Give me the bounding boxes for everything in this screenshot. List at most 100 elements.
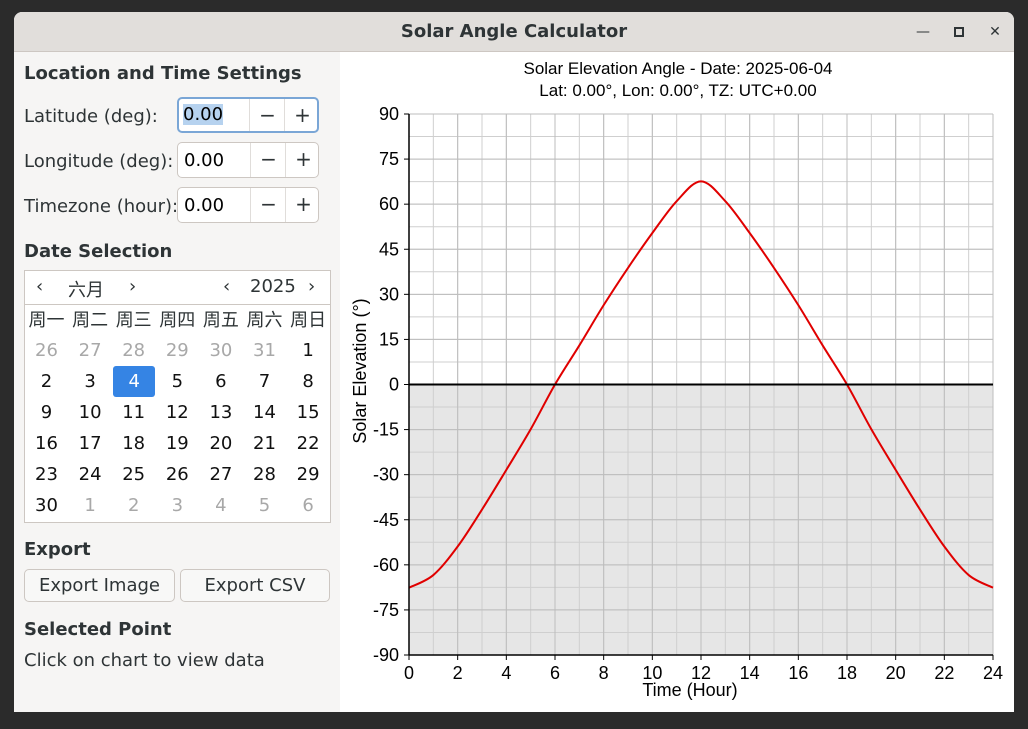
calendar-day[interactable]: 22 (296, 433, 320, 454)
calendar-day[interactable]: 18 (122, 433, 146, 454)
timezone-spinbox[interactable]: 0.00 − + (177, 187, 319, 223)
longitude-increment-button[interactable]: + (285, 143, 321, 177)
x-tick-label: 22 (934, 663, 954, 683)
longitude-label: Longitude (deg): (24, 151, 174, 172)
next-year-icon[interactable]: › (308, 276, 316, 297)
app-window: Solar Angle Calculator — ✕ Location and … (14, 12, 1014, 712)
chart-area[interactable]: 0 2 4 6 8 10 12 14 16 18 20 22 24 90 75 60 45 30 15 0 -15 -30… (340, 52, 1014, 712)
calendar-day[interactable]: 30 (209, 340, 233, 361)
calendar-day-selected[interactable]: 4 (113, 366, 156, 397)
timezone-increment-button[interactable]: + (285, 188, 321, 222)
latitude-label: Latitude (deg): (24, 106, 158, 127)
calendar-day[interactable]: 5 (258, 495, 271, 516)
calendar-day[interactable]: 2 (127, 495, 140, 516)
y-tick-label: 0 (389, 375, 399, 395)
calendar-day[interactable]: 26 (165, 464, 189, 485)
weekday-header: 周三 (115, 310, 152, 331)
prev-month-icon[interactable]: ‹ (36, 276, 44, 297)
export-csv-button[interactable]: Export CSV (180, 569, 330, 602)
calendar-day[interactable]: 27 (209, 464, 233, 485)
y-tick-label: 60 (379, 194, 399, 214)
calendar-day[interactable]: 3 (171, 495, 184, 516)
x-tick-label: 14 (740, 663, 760, 683)
export-image-button[interactable]: Export Image (24, 569, 175, 602)
weekday-header: 周日 (290, 310, 327, 331)
x-axis-label: Time (Hour) (642, 680, 737, 700)
y-tick-label: -90 (373, 645, 399, 665)
x-tick-label: 24 (983, 663, 1003, 683)
calendar-day[interactable]: 25 (122, 464, 146, 485)
calendar-day[interactable]: 27 (78, 340, 102, 361)
calendar-day[interactable]: 19 (165, 433, 189, 454)
calendar-day[interactable]: 28 (122, 340, 146, 361)
prev-year-icon[interactable]: ‹ (223, 276, 231, 297)
calendar-day[interactable]: 7 (258, 371, 271, 392)
calendar-day[interactable]: 10 (78, 402, 102, 423)
calendar-day[interactable]: 16 (35, 433, 58, 454)
y-tick-label: -30 (373, 465, 399, 485)
x-tick-label: 0 (404, 663, 414, 683)
weekday-header: 周五 (202, 310, 239, 331)
calendar-day[interactable]: 24 (78, 464, 102, 485)
calendar-day[interactable]: 4 (215, 495, 227, 516)
calendar-day[interactable]: 1 (302, 340, 314, 361)
calendar-day[interactable]: 1 (84, 495, 96, 516)
calendar-day[interactable]: 21 (253, 433, 276, 454)
calendar-day[interactable]: 3 (84, 371, 96, 392)
x-tick-label: 12 (691, 663, 711, 683)
x-tick-label: 16 (788, 663, 808, 683)
calendar-day[interactable]: 14 (253, 402, 276, 423)
calendar-day[interactable]: 30 (35, 495, 58, 516)
calendar-day[interactable]: 12 (165, 402, 189, 423)
year-label[interactable]: 2025 (250, 276, 296, 297)
date-section-title: Date Selection (24, 241, 173, 262)
calendar-day[interactable]: 9 (40, 402, 53, 423)
x-tick-label: 20 (886, 663, 906, 683)
calendar-day[interactable]: 15 (296, 402, 320, 423)
longitude-decrement-button[interactable]: − (250, 143, 286, 177)
x-tick-label: 10 (642, 663, 662, 683)
calendar-day[interactable]: 29 (296, 464, 320, 485)
calendar-day[interactable]: 8 (302, 371, 314, 392)
calendar-day[interactable]: 29 (165, 340, 189, 361)
calendar-day[interactable]: 5 (171, 371, 184, 392)
calendar-day[interactable]: 6 (302, 495, 314, 516)
y-tick-label: 15 (379, 329, 399, 349)
calendar-day[interactable]: 11 (122, 402, 146, 423)
elevation-chart[interactable]: 0 2 4 6 8 10 12 14 16 18 20 22 249075604530150-15-30… (340, 52, 1014, 712)
x-tick-label: 8 (599, 663, 609, 683)
x-tick-label: 6 (550, 663, 560, 683)
y-tick-label: -60 (373, 555, 399, 575)
latitude-decrement-button[interactable]: − (249, 99, 285, 131)
timezone-decrement-button[interactable]: − (250, 188, 286, 222)
month-label[interactable]: 六月 (68, 280, 104, 301)
latitude-spinbox[interactable]: 0.00 − + (177, 97, 319, 133)
latitude-increment-button[interactable]: + (284, 99, 320, 131)
next-month-icon[interactable]: › (129, 276, 137, 297)
calendar-day[interactable]: 2 (40, 371, 53, 392)
timezone-field[interactable]: 0.00 (184, 195, 225, 216)
calendar-day[interactable]: 13 (209, 402, 233, 423)
calendar-header: ‹ 六月 › ‹ 2025 › (25, 271, 330, 305)
calendar-day[interactable]: 31 (253, 340, 276, 361)
longitude-spinbox[interactable]: 0.00 − + (177, 142, 319, 178)
weekday-header: 周六 (246, 310, 283, 331)
window-title: Solar Angle Calculator (400, 21, 628, 42)
longitude-field[interactable]: 0.00 (184, 150, 225, 171)
elevation-series-line (408, 180, 994, 589)
calendar-day[interactable]: 23 (35, 464, 58, 485)
calendar-day[interactable]: 17 (78, 433, 102, 454)
calendar-day[interactable]: 28 (253, 464, 276, 485)
maximize-icon[interactable] (948, 21, 970, 43)
x-tick-label: 4 (501, 663, 511, 683)
close-icon[interactable]: ✕ (989, 24, 1001, 40)
latitude-field[interactable]: 0.00 (183, 104, 224, 125)
settings-panel: Location and Time Settings Latitude (deg… (14, 52, 340, 712)
y-axis-label: Solar Elevation (°) (350, 298, 370, 443)
y-tick-label: 75 (379, 149, 399, 169)
x-tick-label: 2 (453, 663, 463, 683)
calendar-day[interactable]: 20 (209, 433, 233, 454)
calendar-day[interactable]: 26 (35, 340, 58, 361)
calendar-day[interactable]: 6 (215, 371, 227, 392)
minimize-icon[interactable]: — (916, 24, 930, 40)
